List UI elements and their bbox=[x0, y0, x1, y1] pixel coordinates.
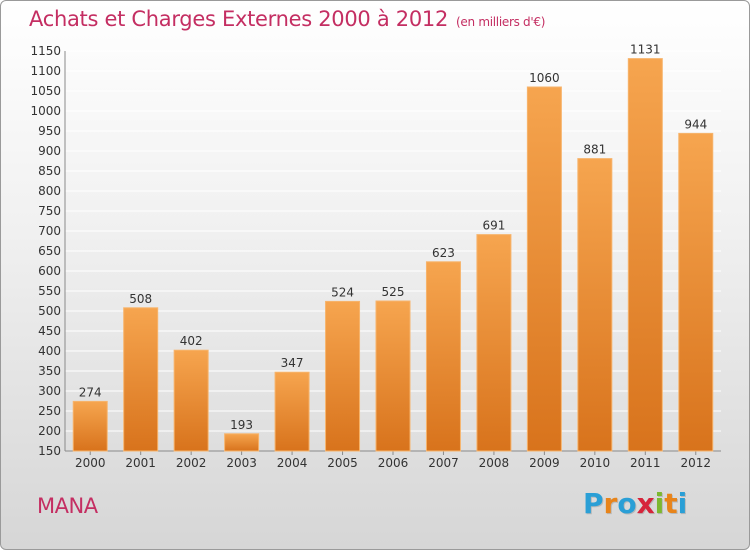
y-tick-label: 600 bbox=[38, 264, 61, 278]
data-label: 1060 bbox=[529, 71, 560, 85]
bar bbox=[274, 371, 310, 452]
y-tick-label: 400 bbox=[38, 344, 61, 358]
data-label: 274 bbox=[79, 385, 102, 399]
logo-letter: r bbox=[603, 487, 618, 520]
y-tick-label: 950 bbox=[38, 124, 61, 138]
bar bbox=[526, 86, 562, 452]
data-label: 1131 bbox=[630, 43, 661, 57]
y-tick-label: 200 bbox=[38, 424, 61, 438]
y-tick-label: 300 bbox=[38, 384, 61, 398]
bar bbox=[325, 300, 361, 452]
data-label: 347 bbox=[281, 356, 304, 370]
logo-letter: i bbox=[654, 487, 665, 520]
bar bbox=[476, 234, 512, 452]
y-tick-label: 450 bbox=[38, 324, 61, 338]
data-label: 525 bbox=[382, 285, 405, 299]
x-tick-label: 2010 bbox=[580, 456, 611, 470]
y-tick-label: 250 bbox=[38, 404, 61, 418]
x-tick-label: 2009 bbox=[529, 456, 560, 470]
logo-letter: P bbox=[583, 487, 604, 520]
y-tick-label: 1100 bbox=[30, 64, 61, 78]
logo-letter: x bbox=[636, 487, 655, 520]
y-tick-label: 1050 bbox=[30, 84, 61, 98]
y-tick-label: 900 bbox=[38, 144, 61, 158]
y-tick-label: 650 bbox=[38, 244, 61, 258]
x-tick-label: 2001 bbox=[125, 456, 156, 470]
y-tick-label: 350 bbox=[38, 364, 61, 378]
bar bbox=[375, 300, 411, 452]
bar bbox=[577, 158, 613, 452]
y-tick-label: 700 bbox=[38, 224, 61, 238]
data-label: 881 bbox=[583, 143, 606, 157]
bar bbox=[72, 400, 108, 452]
bar bbox=[173, 349, 209, 452]
x-tick-label: 2005 bbox=[327, 456, 358, 470]
data-label: 623 bbox=[432, 246, 455, 260]
data-label: 944 bbox=[684, 117, 707, 131]
y-tick-label: 550 bbox=[38, 284, 61, 298]
data-label: 508 bbox=[129, 292, 152, 306]
bar bbox=[123, 307, 159, 452]
chart-title-line: Achats et Charges Externes 2000 à 2012 (e… bbox=[29, 7, 545, 31]
y-tick-label: 850 bbox=[38, 164, 61, 178]
logo-letter: t bbox=[664, 487, 678, 520]
y-tick-label: 500 bbox=[38, 304, 61, 318]
x-tick-label: 2004 bbox=[277, 456, 308, 470]
x-tick-label: 2000 bbox=[75, 456, 106, 470]
x-tick-label: 2003 bbox=[226, 456, 257, 470]
y-tick-label: 1150 bbox=[30, 44, 61, 58]
bar bbox=[425, 261, 461, 452]
commune-name: MANA bbox=[37, 494, 98, 518]
proxiti-logo: Proxiti bbox=[583, 487, 687, 520]
bar bbox=[627, 58, 663, 452]
chart-title: Achats et Charges Externes 2000 à 2012 bbox=[29, 7, 449, 31]
logo-letter: o bbox=[617, 487, 637, 520]
data-label: 691 bbox=[482, 219, 505, 233]
bar bbox=[678, 132, 714, 452]
y-tick-label: 750 bbox=[38, 204, 61, 218]
x-tick-label: 2007 bbox=[428, 456, 459, 470]
y-tick-label: 150 bbox=[38, 444, 61, 458]
x-tick-label: 2012 bbox=[680, 456, 711, 470]
data-label: 402 bbox=[180, 334, 203, 348]
chart-subtitle: (en milliers d'€) bbox=[456, 15, 546, 29]
x-tick-label: 2008 bbox=[479, 456, 510, 470]
bar bbox=[224, 433, 260, 452]
x-tick-label: 2002 bbox=[176, 456, 207, 470]
logo-letter: i bbox=[677, 487, 688, 520]
y-tick-label: 1000 bbox=[30, 104, 61, 118]
data-label: 193 bbox=[230, 418, 253, 432]
x-tick-label: 2006 bbox=[378, 456, 409, 470]
data-label: 524 bbox=[331, 285, 354, 299]
x-tick-label: 2011 bbox=[630, 456, 661, 470]
y-tick-label: 800 bbox=[38, 184, 61, 198]
